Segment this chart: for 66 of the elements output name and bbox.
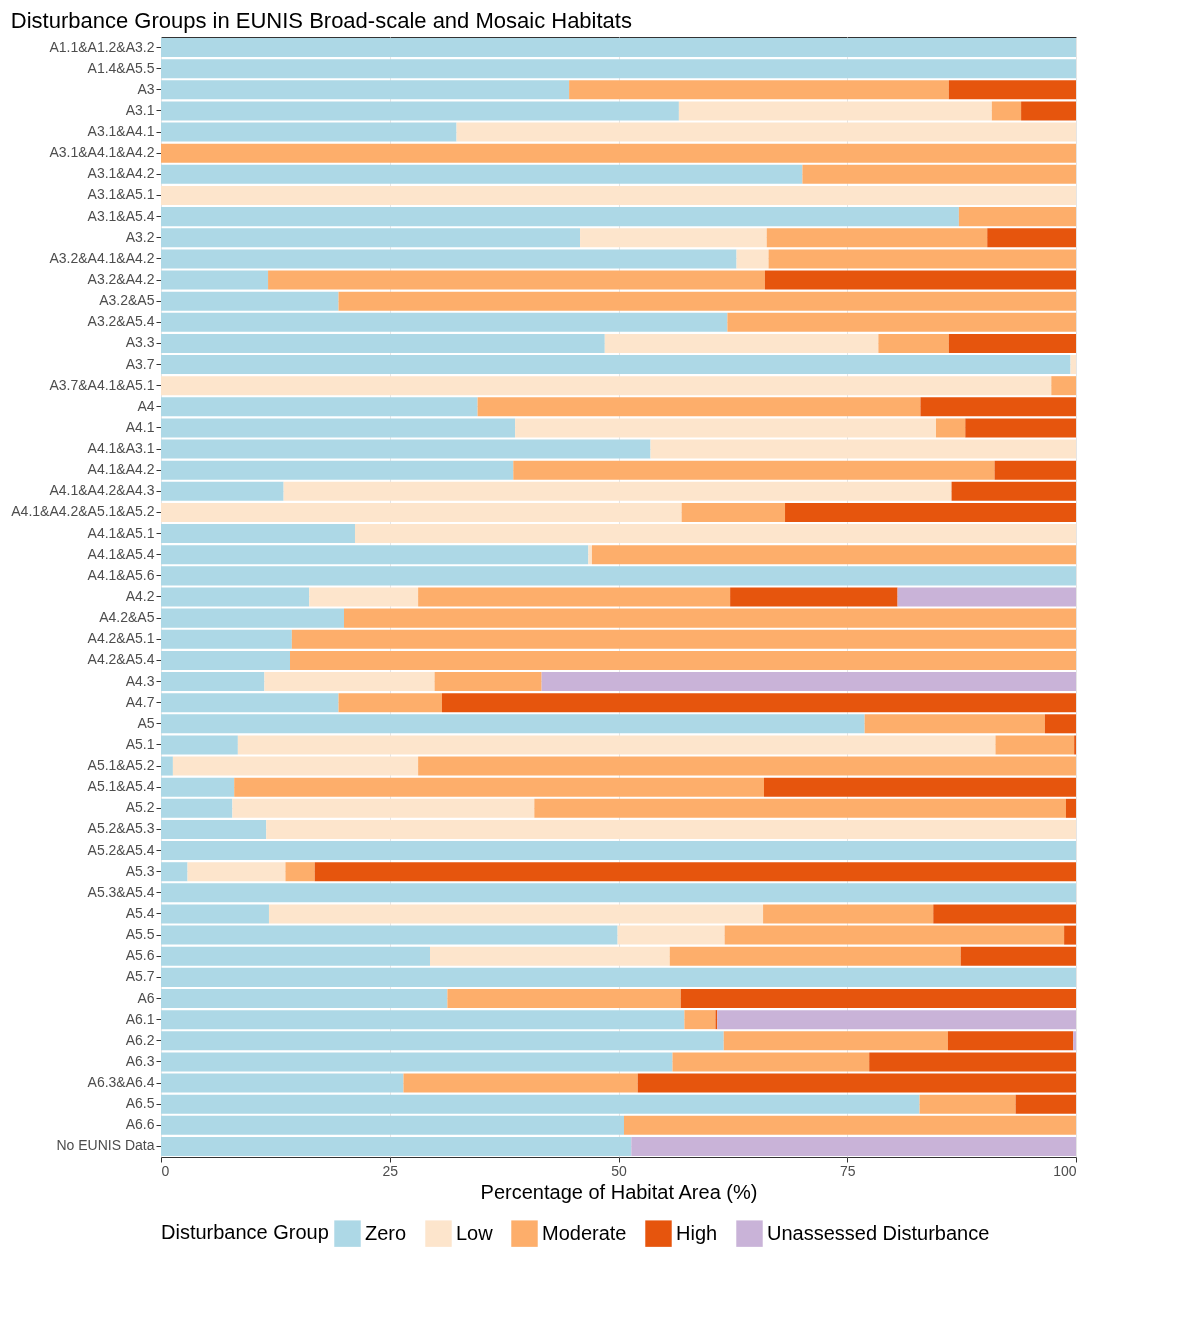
y-tick-label: A6.5 xyxy=(125,1095,155,1112)
y-tick-label: A5.2&A5.4 xyxy=(87,841,155,858)
y-tick-label: A3.2&A4.2 xyxy=(87,271,155,288)
y-tick-label: A4.1&A4.2 xyxy=(87,461,155,478)
y-tick-label: A5.7 xyxy=(125,968,155,985)
y-tick-label: A4.2&A5 xyxy=(99,609,155,626)
y-tick-label: A3.2&A5 xyxy=(99,292,155,309)
y-tick-label: A3.2 xyxy=(125,228,155,245)
x-axis-title: Percentage of Habitat Area (%) xyxy=(480,1180,758,1203)
y-tick-label: A3 xyxy=(137,80,155,97)
y-tick-label: A3.1&A5.4 xyxy=(87,207,155,224)
y-tick-label: A3.1&A4.2 xyxy=(87,165,155,182)
y-tick-label: A4.2 xyxy=(125,588,155,604)
y-tick-label: A6.6 xyxy=(125,1116,155,1133)
y-tick-label: A4.1&A5.6 xyxy=(87,566,155,583)
y-tick-label: A3.2&A5.4 xyxy=(87,313,155,330)
y-tick-label: A4.1&A5.1 xyxy=(87,524,155,541)
x-tick-label: 25 xyxy=(382,1162,399,1179)
y-tick-label: A3.1&A4.1&A4.2 xyxy=(49,144,155,161)
y-tick-label: A5.2 xyxy=(125,799,155,816)
legend-label: Unassessed Disturbance xyxy=(767,1221,990,1244)
y-tick-label: A5.4 xyxy=(125,904,155,921)
y-tick-label: A1.1&A1.2&A3.2 xyxy=(49,38,155,55)
y-tick-label: A4.2&A5.4 xyxy=(87,651,155,668)
y-tick-label: A5.5 xyxy=(125,926,155,943)
y-tick-label: A4.3 xyxy=(125,672,155,689)
y-tick-label: A4.1&A4.2&A5.1&A5.2 xyxy=(11,503,155,520)
y-tick-label: A5 xyxy=(137,714,155,731)
y-tick-label: A6.3&A6.4 xyxy=(87,1074,155,1091)
y-tick-label: A3.1&A4.1 xyxy=(87,123,155,140)
y-tick-label: A4.7 xyxy=(125,693,155,710)
y-tick-label: A4 xyxy=(137,397,155,414)
y-tick-label: A1.4&A5.5 xyxy=(87,59,155,76)
y-tick-label: A6.2 xyxy=(125,1031,155,1048)
y-tick-label: A5.1 xyxy=(125,735,155,752)
y-tick-label: A6.1 xyxy=(125,1010,155,1027)
y-tick-label: A3.7 xyxy=(125,355,155,372)
y-tick-label: A3.3 xyxy=(125,334,155,351)
x-tick-label: 100 xyxy=(1053,1162,1077,1179)
y-tick-label: No EUNIS Data xyxy=(56,1137,155,1154)
y-tick-label: A4.1&A3.1 xyxy=(87,440,155,457)
y-tick-label: A3.1 xyxy=(125,101,155,118)
y-tick-label: A5.1&A5.4 xyxy=(87,778,155,795)
x-tick-label: 0 xyxy=(161,1162,170,1179)
x-tick-label: 50 xyxy=(611,1162,627,1179)
legend-title: Disturbance Group xyxy=(161,1221,329,1243)
y-tick-label: A4.1&A4.2&A4.3 xyxy=(49,482,155,499)
y-tick-label: A6.3 xyxy=(125,1052,155,1069)
legend-label: Moderate xyxy=(542,1221,627,1244)
legend-label: Zero xyxy=(365,1221,407,1244)
y-tick-label: A5.6 xyxy=(125,947,155,964)
y-tick-label: A5.3&A5.4 xyxy=(87,883,155,900)
y-tick-label: A4.1&A5.4 xyxy=(87,545,155,562)
x-tick-label: 75 xyxy=(839,1162,856,1179)
legend-label: High xyxy=(676,1221,718,1244)
y-tick-label: A3.1&A5.1 xyxy=(87,186,155,203)
chart-title: Disturbance Groups in EUNIS Broad-scale and Mosaic Habitats xyxy=(10,8,632,33)
y-tick-label: A5.1&A5.2 xyxy=(87,757,155,774)
y-tick-label: A6 xyxy=(137,989,155,1006)
y-tick-label: A3.2&A4.1&A4.2 xyxy=(49,249,155,266)
y-tick-label: A4.1 xyxy=(125,418,155,435)
y-tick-label: A5.2&A5.3 xyxy=(87,820,155,837)
y-tick-label: A3.7&A4.1&A5.1 xyxy=(49,376,155,393)
y-tick-label: A5.3 xyxy=(125,862,155,879)
y-tick-label: A4.2&A5.1 xyxy=(87,630,155,647)
legend-label: Low xyxy=(456,1221,494,1244)
